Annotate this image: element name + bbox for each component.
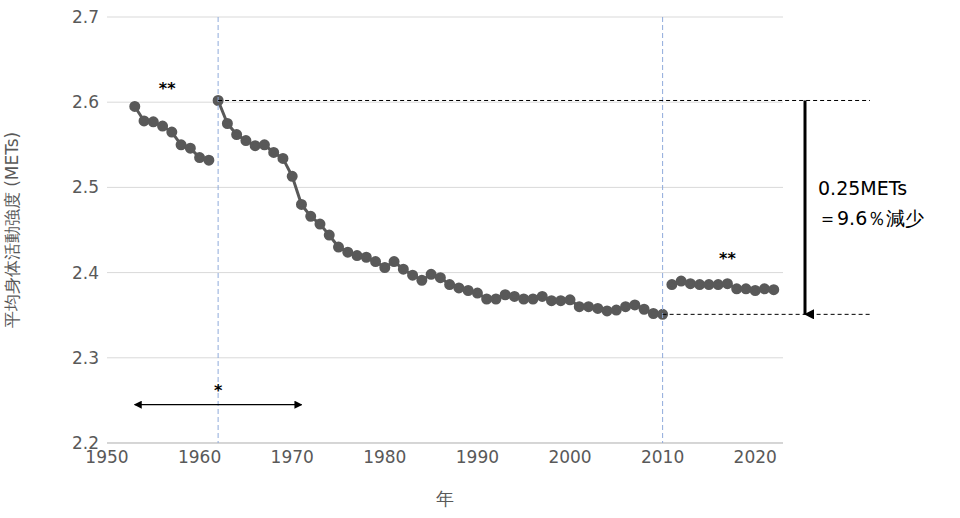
svg-text:2.3: 2.3 (72, 348, 99, 368)
svg-text:2000: 2000 (548, 447, 591, 467)
svg-text:1990: 1990 (456, 447, 499, 467)
svg-text:1950: 1950 (85, 447, 129, 468)
svg-text:2.2: 2.2 (72, 433, 99, 453)
svg-text:＝9.6％減少: ＝9.6％減少 (818, 207, 924, 229)
svg-text:2.7: 2.7 (72, 7, 99, 27)
svg-text:2.5: 2.5 (72, 177, 99, 197)
svg-text:*: * (214, 381, 223, 400)
svg-text:0.25METs: 0.25METs (818, 177, 907, 199)
svg-text:1970: 1970 (271, 447, 314, 467)
svg-text:1960: 1960 (178, 447, 221, 467)
svg-text:2020: 2020 (734, 447, 777, 467)
svg-text:**: ** (719, 249, 736, 268)
svg-text:平均身体活動強度 (METs): 平均身体活動強度 (METs) (8, 132, 22, 329)
svg-text:**: ** (159, 79, 176, 98)
svg-text:2.4: 2.4 (72, 263, 99, 283)
svg-text:2.6: 2.6 (72, 92, 99, 112)
svg-text:2010: 2010 (641, 447, 684, 467)
svg-text:1980: 1980 (363, 447, 406, 467)
svg-text:年: 年 (436, 488, 454, 509)
